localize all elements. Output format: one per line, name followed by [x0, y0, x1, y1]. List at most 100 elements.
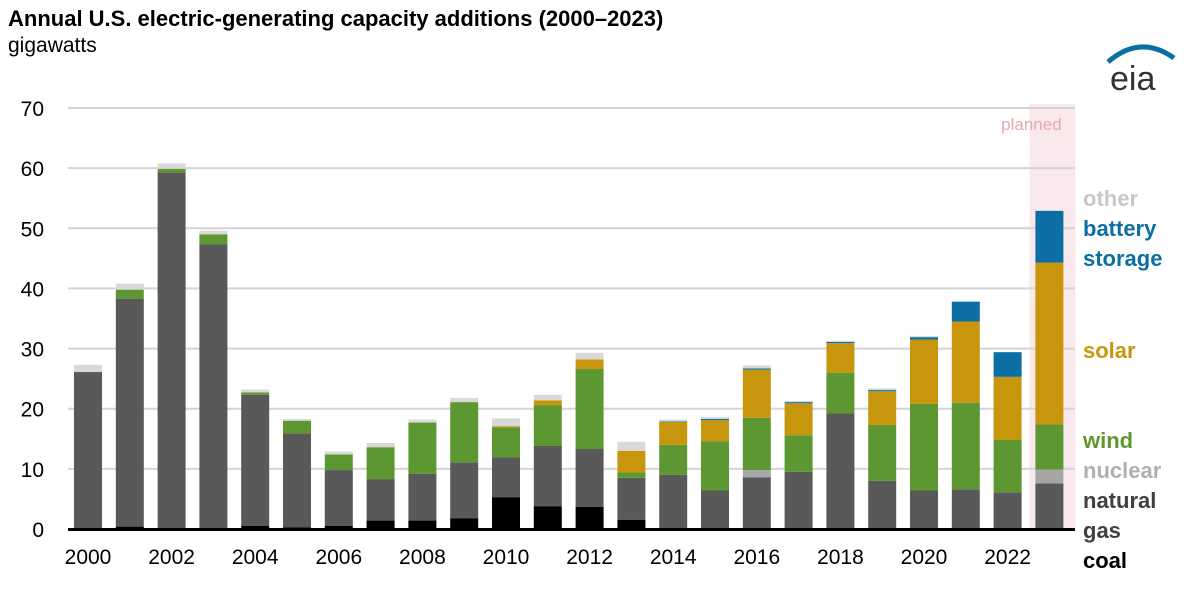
x-tick-label: 2004: [232, 546, 279, 569]
bar-wind-2011: [533, 405, 562, 447]
bar-natural-gas-2022: [993, 492, 1022, 529]
bar-wind-2005: [283, 420, 311, 434]
bar-coal-2011: [533, 506, 562, 529]
bar-battery-storage-2021: [951, 301, 980, 322]
y-tick-label: 40: [21, 278, 44, 301]
bar-solar-2022: [993, 376, 1022, 440]
legend-label-other: other: [1083, 186, 1138, 211]
bar-natural-gas-2009: [450, 462, 479, 519]
bar-wind-2017: [784, 435, 813, 472]
bar-wind-2010: [492, 427, 520, 458]
bar-wind-2007: [366, 447, 395, 480]
bar-natural-gas-2018: [826, 413, 855, 529]
bar-coal-2008: [408, 520, 437, 529]
svg-text:eia: eia: [1110, 60, 1155, 96]
x-tick-label: 2014: [650, 546, 697, 569]
planned-label: planned: [1001, 115, 1062, 134]
y-tick-label: 20: [21, 399, 44, 422]
bar-coal-2009: [450, 518, 479, 529]
bar-wind-2019: [868, 424, 897, 481]
bar-natural-gas-2008: [408, 473, 437, 521]
bar-solar-2011: [533, 400, 562, 406]
bar-natural-gas-2002: [157, 172, 186, 530]
x-tick-label: 2018: [817, 546, 864, 569]
legend-label-battery: battery: [1083, 216, 1157, 241]
bar-battery-storage-2020: [910, 337, 938, 340]
bar-other-2014: [659, 419, 688, 422]
bar-other-2016: [742, 365, 771, 369]
bar-nuclear-2023: [1035, 469, 1064, 484]
bar-other-2009: [450, 397, 479, 403]
bar-other-2017: [784, 400, 813, 403]
bar-other-2018: [826, 340, 855, 342]
x-tick-label: 2016: [733, 546, 780, 569]
legend-label-nuclear: nuclear: [1083, 458, 1162, 483]
bar-natural-gas-2017: [784, 471, 813, 529]
y-tick-label: 60: [21, 158, 44, 181]
bar-other-2000: [74, 364, 102, 373]
x-tick-label: 2008: [399, 546, 446, 569]
bar-coal-2010: [492, 497, 520, 529]
bar-wind-2020: [910, 403, 938, 491]
bar-natural-gas-2007: [366, 479, 395, 521]
bar-wind-2012: [575, 369, 604, 450]
bar-natural-gas-2000: [74, 372, 102, 529]
bar-solar-2021: [951, 321, 980, 403]
bar-other-2012: [575, 352, 604, 360]
bar-natural-gas-2013: [617, 477, 646, 520]
bar-battery-storage-2019: [868, 390, 897, 392]
legend-label-storage: storage: [1083, 246, 1162, 271]
bar-solar-2010: [492, 426, 520, 428]
bar-other-2002: [157, 163, 186, 169]
legend-label-gas: gas: [1083, 518, 1121, 543]
y-tick-label: 0: [32, 519, 44, 542]
bar-other-2008: [408, 419, 437, 423]
bar-natural-gas-2001: [115, 298, 144, 527]
legend-label-natural: natural: [1083, 488, 1156, 513]
bar-natural-gas-2012: [575, 449, 604, 507]
bar-natural-gas-2015: [701, 490, 729, 529]
bar-coal-2004: [241, 525, 270, 529]
bar-natural-gas-2014: [659, 474, 688, 529]
bar-coal-2007: [366, 520, 395, 529]
eia-logo: eia: [1106, 44, 1176, 96]
bar-battery-storage-2023: [1035, 210, 1064, 263]
bar-natural-gas-2010: [492, 457, 520, 498]
bar-natural-gas-2023: [1035, 483, 1064, 529]
bar-solar-2016: [742, 369, 771, 418]
y-tick-label: 10: [21, 459, 44, 482]
bar-natural-gas-2005: [283, 433, 311, 528]
bar-solar-2012: [575, 359, 604, 370]
bar-coal-2001: [115, 526, 144, 529]
bar-wind-2021: [951, 402, 980, 490]
bar-wind-2014: [659, 444, 688, 475]
chart-title: Annual U.S. electric-generating capacity…: [8, 6, 664, 31]
bar-other-2005: [283, 418, 311, 421]
bar-other-2007: [366, 442, 395, 448]
bar-solar-2015: [701, 420, 729, 442]
bar-wind-2022: [993, 439, 1022, 493]
bar-other-2004: [241, 389, 270, 393]
bar-natural-gas-2003: [199, 244, 228, 529]
bar-natural-gas-2006: [324, 470, 353, 526]
bar-battery-storage-2018: [826, 341, 855, 344]
bar-solar-2018: [826, 343, 855, 373]
bar-coal-2012: [575, 506, 604, 529]
bar-wind-2018: [826, 372, 855, 414]
bar-natural-gas-2019: [868, 480, 897, 529]
bar-coal-2006: [324, 525, 353, 529]
bar-wind-2002: [157, 168, 186, 173]
bar-natural-gas-2011: [533, 446, 562, 507]
x-tick-label: 2020: [901, 546, 948, 569]
bar-solar-2014: [659, 421, 688, 445]
bar-natural-gas-2021: [951, 489, 980, 529]
x-tick-label: 2002: [148, 546, 195, 569]
bar-battery-storage-2016: [742, 368, 771, 370]
bar-wind-2015: [701, 441, 729, 491]
x-tick-label: 2006: [315, 546, 362, 569]
x-tick-label: 2022: [984, 546, 1031, 569]
bar-wind-2009: [450, 402, 479, 463]
bar-other-2003: [199, 230, 228, 235]
bar-solar-2020: [910, 339, 938, 404]
bar-solar-2019: [868, 391, 897, 425]
